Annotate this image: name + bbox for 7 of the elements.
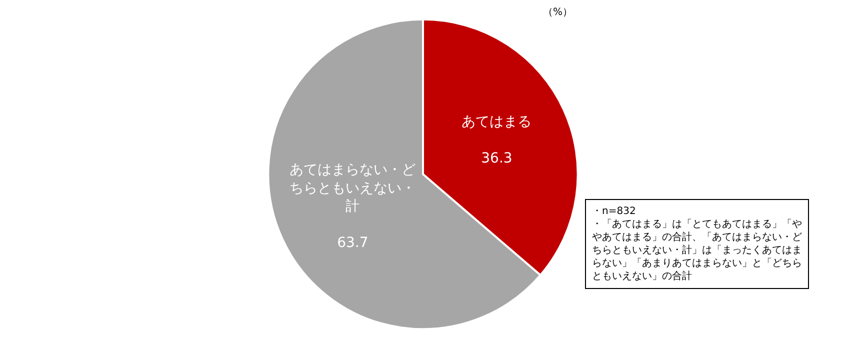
slice-label: あてはまる (462, 114, 532, 130)
text: （%） (543, 7, 573, 18)
text: ・「あてはまる」は「とてもあてはまる」「ややあてはまる」の合計、「あてはまらない・どちらともいえない・計」は「まったくあてはまらない」「あまりあてはまらない」と「どちらともいえない」の合計 (592, 218, 802, 282)
data-label: 36.3 (481, 150, 512, 167)
text: ・n=832 (592, 206, 636, 217)
data-label: 63.7 (337, 234, 368, 251)
slice-label: あてはまらない・どちらともいえない・計 (290, 162, 416, 215)
